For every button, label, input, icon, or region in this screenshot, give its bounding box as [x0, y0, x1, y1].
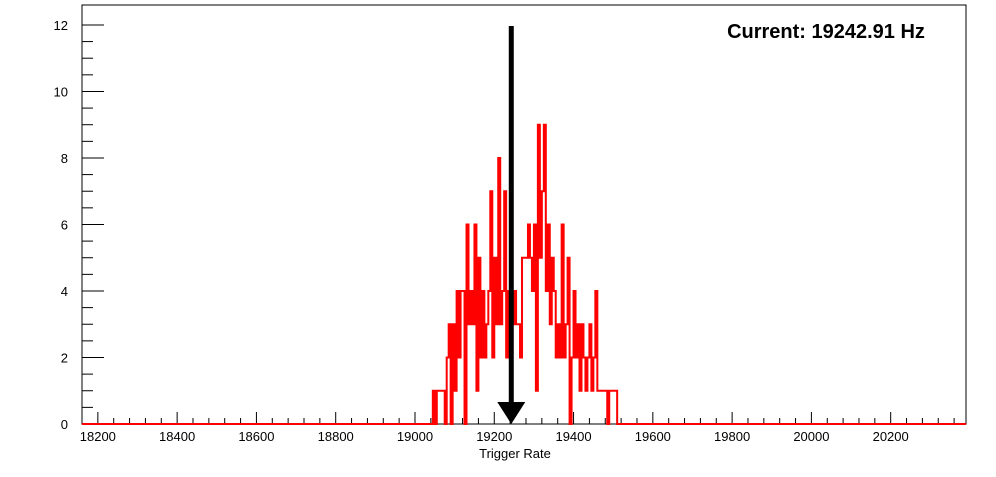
y-tick-label: 12	[54, 18, 68, 33]
x-axis-label: Trigger Rate	[479, 446, 551, 461]
marker-arrowhead	[497, 402, 526, 424]
x-tick-label: 19000	[397, 429, 433, 444]
current-rate-annotation: Current: 19242.91 Hz	[727, 21, 925, 43]
y-tick-label: 6	[61, 217, 68, 232]
x-tick-label: 18400	[159, 429, 195, 444]
x-tick-label: 18600	[238, 429, 274, 444]
plot-frame	[81, 4, 967, 425]
x-tick-label: 18200	[80, 429, 116, 444]
x-tick-label: 18800	[318, 429, 354, 444]
x-tick-label: 19200	[476, 429, 512, 444]
current-value-marker	[497, 26, 526, 424]
y-tick-label: 10	[54, 84, 68, 99]
x-tick-label: 19600	[635, 429, 671, 444]
y-tick-label: 0	[61, 417, 68, 432]
x-tick-label: 19400	[555, 429, 591, 444]
y-tick-label: 8	[61, 151, 68, 166]
x-axis: 18200 18400 18600 18800 19000 19200 19400 19600…	[80, 412, 955, 444]
x-tick-label: 19800	[714, 429, 750, 444]
y-tick-label: 4	[61, 284, 68, 299]
x-tick-label: 20200	[873, 429, 909, 444]
y-tick-label: 2	[61, 350, 68, 365]
series-histogram-line	[82, 123, 966, 425]
x-tick-label: 20000	[793, 429, 829, 444]
y-axis: 0 2 4 6 8 10 12	[54, 18, 104, 432]
